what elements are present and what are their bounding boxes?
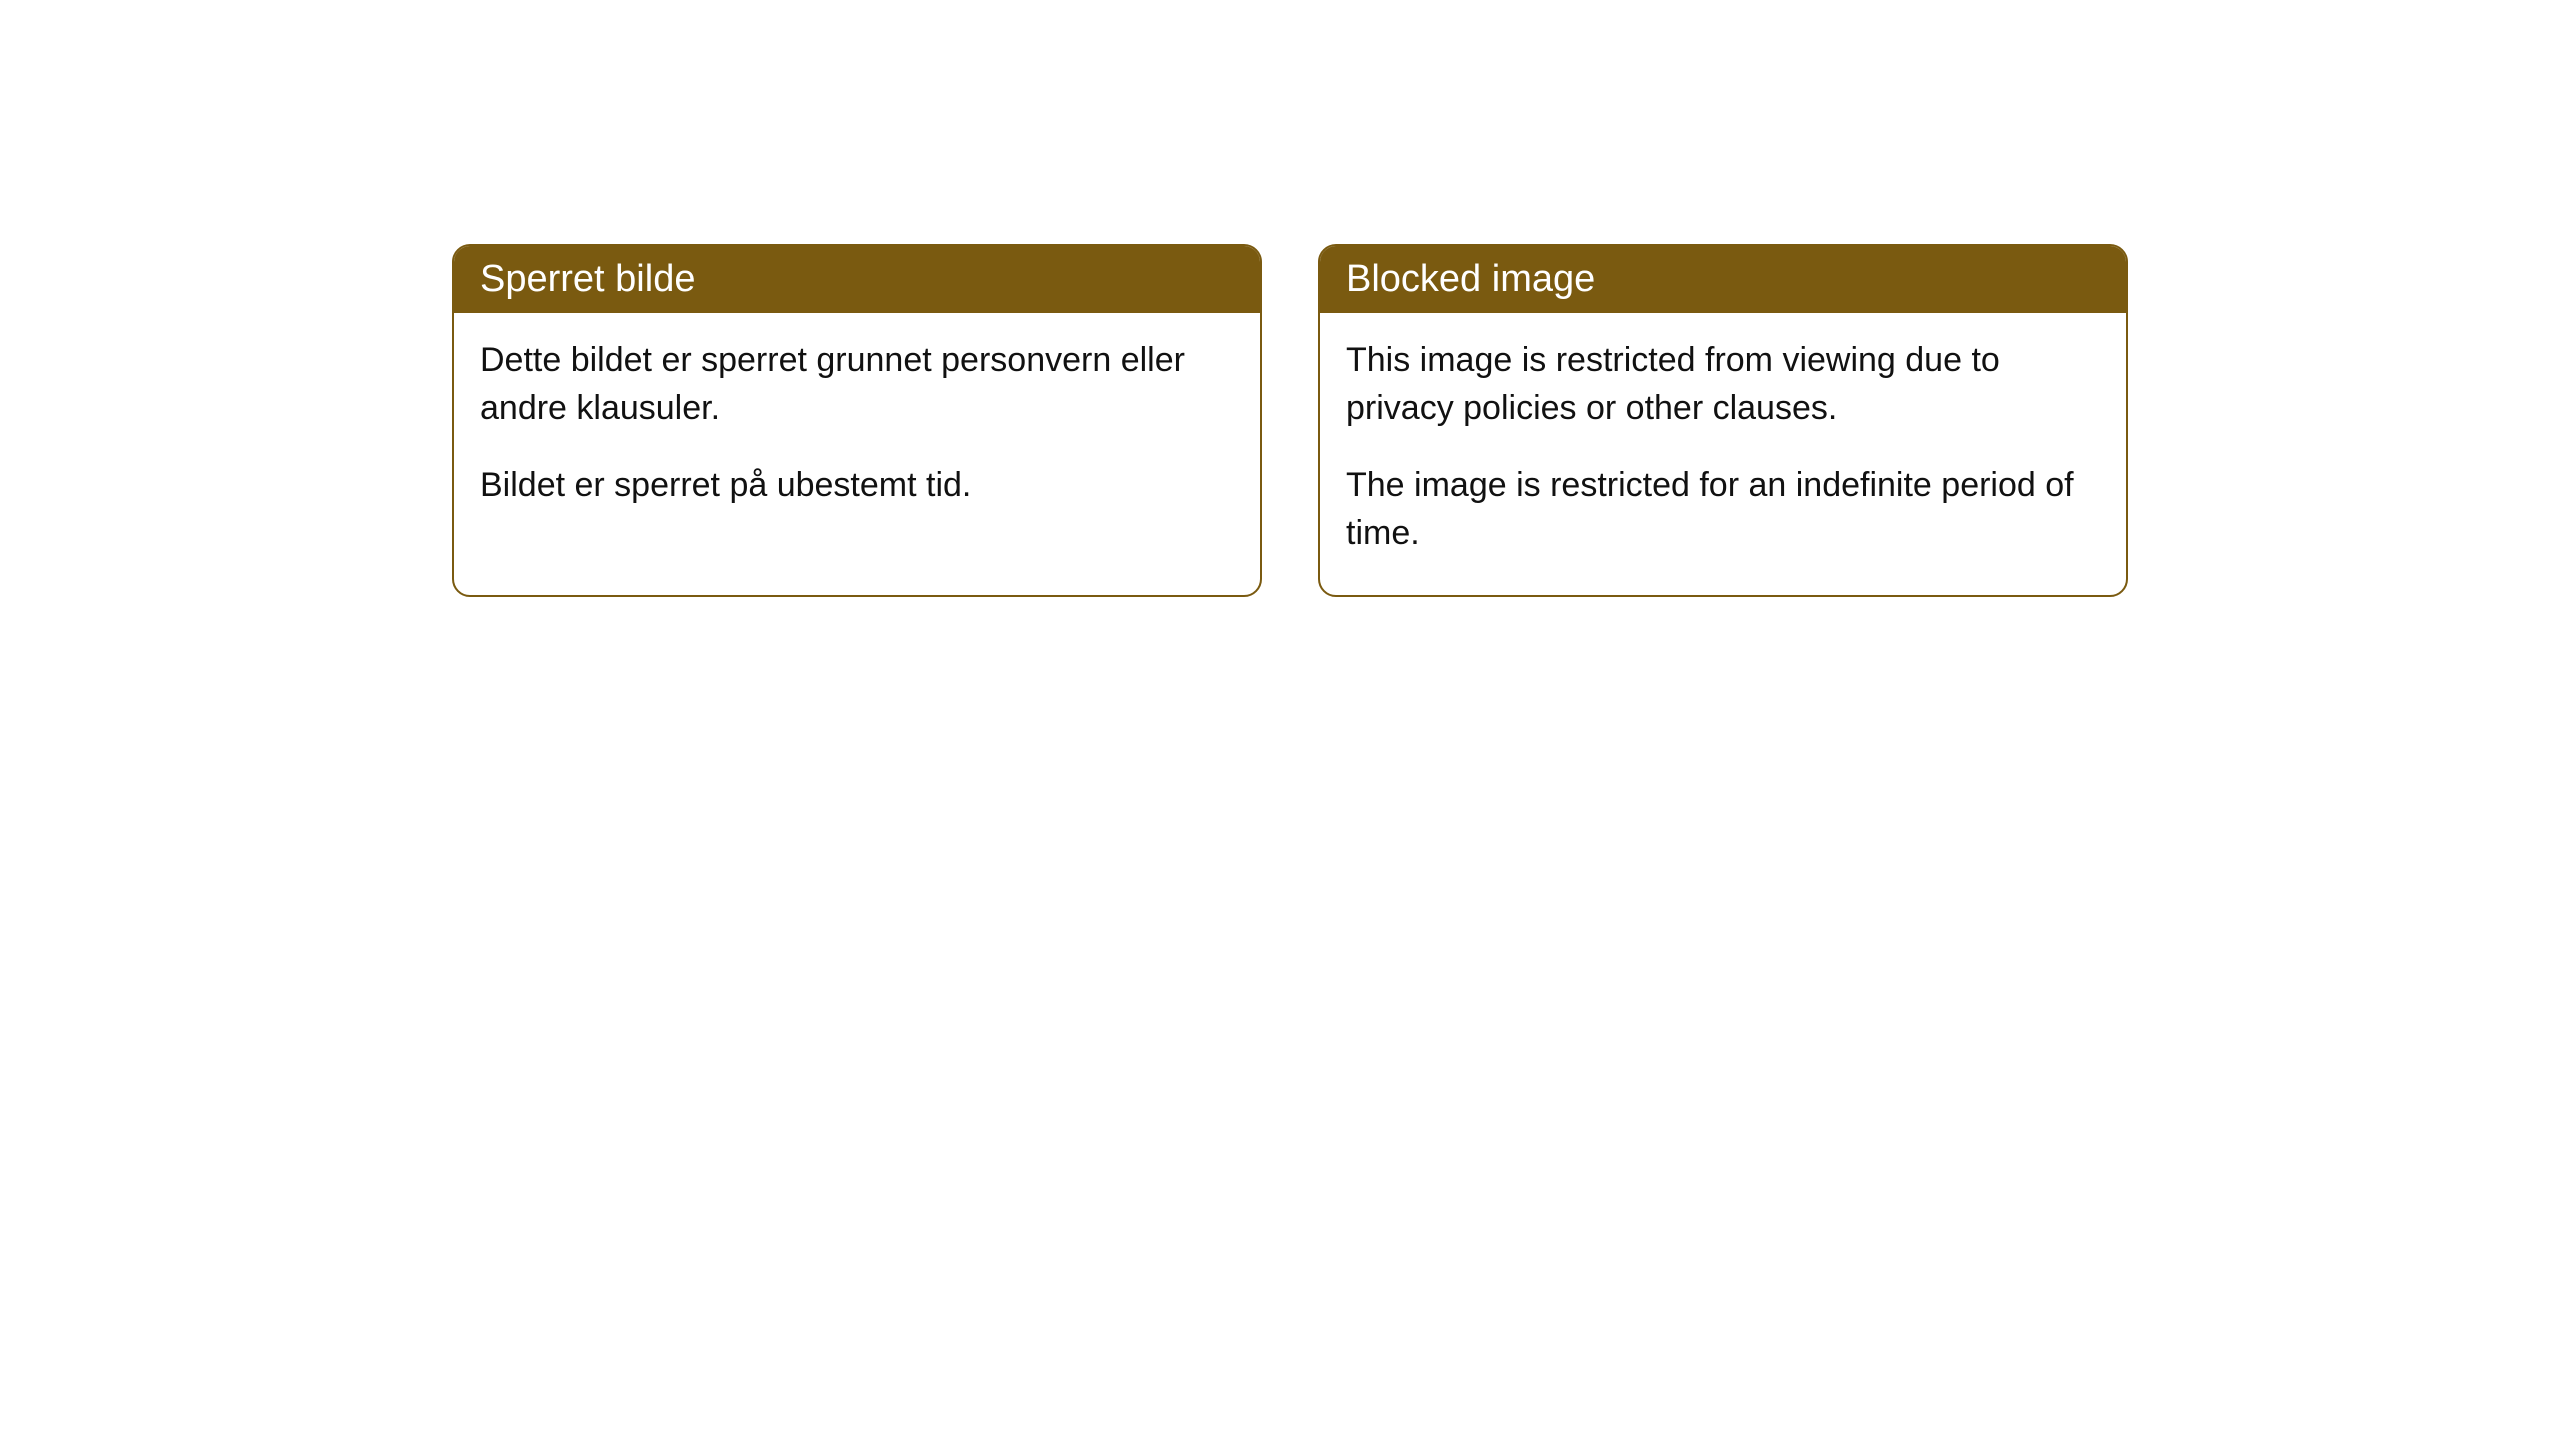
notice-card-english: Blocked image This image is restricted f… [1318,244,2128,597]
card-paragraph: Dette bildet er sperret grunnet personve… [480,337,1234,432]
card-title: Blocked image [1346,258,1595,300]
card-title: Sperret bilde [480,258,695,300]
card-body: Dette bildet er sperret grunnet personve… [454,313,1260,548]
card-paragraph: The image is restricted for an indefinit… [1346,462,2100,557]
card-body: This image is restricted from viewing du… [1320,313,2126,595]
card-header: Sperret bilde [454,246,1260,313]
card-header: Blocked image [1320,246,2126,313]
card-paragraph: Bildet er sperret på ubestemt tid. [480,462,1234,510]
notice-cards-container: Sperret bilde Dette bildet er sperret gr… [452,244,2128,597]
notice-card-norwegian: Sperret bilde Dette bildet er sperret gr… [452,244,1262,597]
card-paragraph: This image is restricted from viewing du… [1346,337,2100,432]
